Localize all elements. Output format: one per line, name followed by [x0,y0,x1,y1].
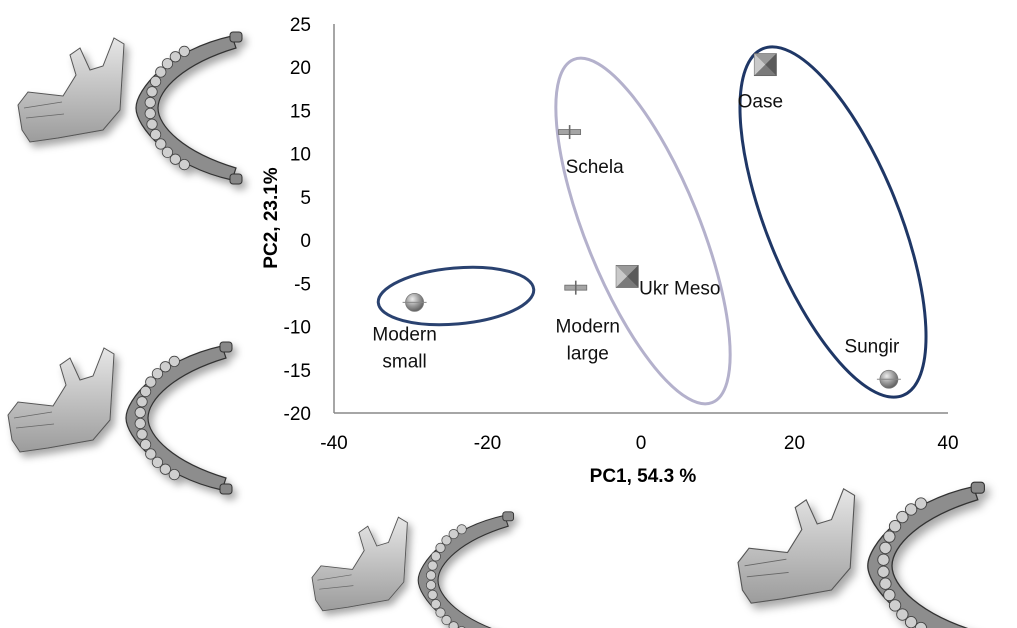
y-tick-label: 20 [290,58,311,79]
x-tick-label: -40 [320,433,347,454]
point-label: Modern [372,324,436,345]
mandible-icon [737,481,985,628]
mandible-illustrations [7,31,985,628]
y-tick-label: 0 [300,231,311,252]
point-label: Schela [566,157,625,178]
y-axis-title: PC2, 23.1% [261,167,282,268]
x-tick-label: 20 [784,433,805,454]
y-tick-label: -20 [284,404,311,425]
x-axis-title: PC1, 54.3 % [590,466,697,487]
y-tick-label: 25 [290,15,311,36]
data-point [615,265,639,288]
data-point [753,53,777,77]
point-label: Ukr Meso [639,278,720,299]
y-tick-label: 5 [300,188,311,209]
point-label: Sungir [844,336,900,357]
y-tick-label: 10 [290,145,311,166]
data-point [876,369,901,389]
y-tick-label: -5 [294,274,311,295]
x-tick-label: 0 [636,433,647,454]
data-points [402,53,901,389]
mandible-icon [311,511,515,628]
point-label: Oase [738,92,783,113]
y-tick-label: 15 [290,101,311,122]
ellipse-modern [376,265,536,327]
point-labels: Modern small Modern large Schela Ukr Meso Oase… [372,92,900,373]
ellipse-oase-sungir [738,45,928,399]
y-tick-label: -15 [284,361,311,382]
point-label: large [567,344,609,365]
point-label: Modern [556,317,620,338]
x-tick-label: -20 [474,433,501,454]
mandible-icon [17,31,243,185]
point-label: small [382,351,426,372]
x-tick-labels: -40 -20 0 20 40 [320,433,958,454]
group-ellipses [376,45,928,406]
axes [333,24,948,414]
data-point [558,125,582,140]
x-tick-label: 40 [937,433,958,454]
data-point [564,280,588,295]
y-tick-label: -10 [284,318,311,339]
data-point [402,292,427,312]
mandible-icon [7,341,233,495]
y-tick-labels: 25 20 15 10 5 0 -5 -10 -15 -20 [284,15,311,425]
ellipse-schela-ukr-meso [554,56,732,406]
